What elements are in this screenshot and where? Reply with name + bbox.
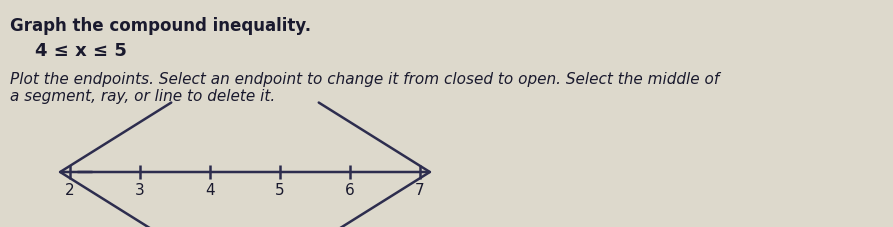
Text: 4: 4 [205, 183, 215, 198]
Text: Graph the compound inequality.: Graph the compound inequality. [10, 17, 311, 35]
Text: 2: 2 [65, 183, 75, 198]
Text: 5: 5 [275, 183, 285, 198]
Text: 3: 3 [135, 183, 145, 198]
Text: a segment, ray, or line to delete it.: a segment, ray, or line to delete it. [10, 89, 275, 104]
Text: Plot the endpoints. Select an endpoint to change it from closed to open. Select : Plot the endpoints. Select an endpoint t… [10, 72, 719, 87]
Text: 4 ≤ x ≤ 5: 4 ≤ x ≤ 5 [35, 42, 127, 60]
Text: 7: 7 [415, 183, 425, 198]
Text: 6: 6 [345, 183, 355, 198]
